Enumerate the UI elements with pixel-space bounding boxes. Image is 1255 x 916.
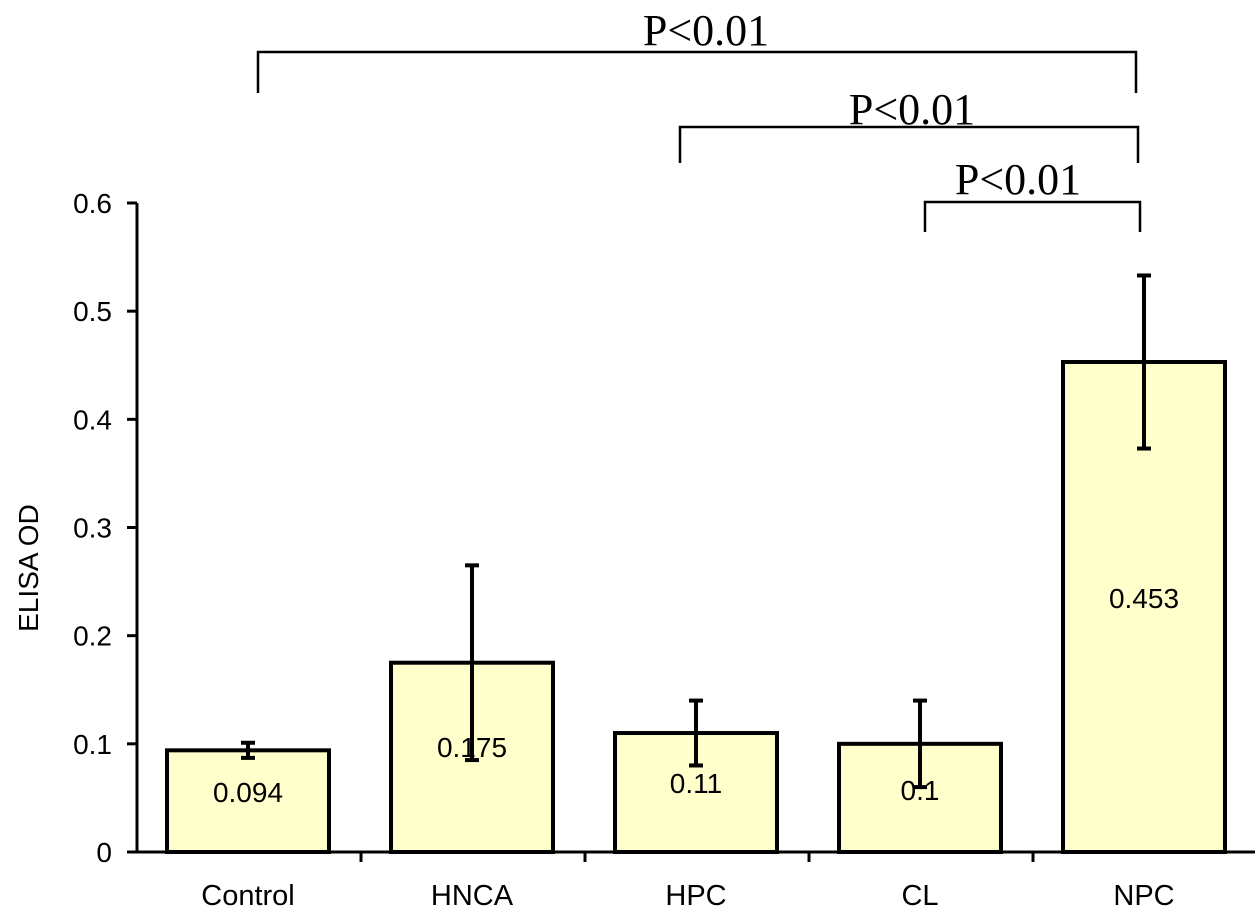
error-bar-hnca [465, 563, 479, 763]
y-tick-label-4: 0.4 [73, 404, 112, 435]
error-bar-hpc [689, 698, 703, 768]
error-bar-control [241, 740, 255, 760]
data-label-hnca: 0.175 [437, 732, 507, 763]
significance-label-0: P<0.01 [643, 6, 769, 55]
significance-label-2: P<0.01 [955, 155, 1081, 204]
y-tick-label-0: 0 [96, 837, 112, 868]
significance-bracket-cl-npc: P<0.01 [923, 155, 1142, 232]
data-labels: 0.094 0.175 0.11 0.1 0.453 [213, 583, 1179, 808]
y-tick-label-3: 0.3 [73, 513, 112, 544]
y-tick-label-1: 0.1 [73, 729, 112, 760]
y-ticks: 0 0.1 0.2 0.3 0.4 0.5 0.6 [73, 188, 137, 868]
x-tick-label-hnca: HNCA [431, 880, 514, 912]
bar-cl [837, 741, 1003, 854]
data-label-npc: 0.453 [1109, 583, 1179, 614]
data-label-hpc: 0.11 [670, 768, 722, 799]
error-bar-npc [1137, 273, 1151, 451]
error-bars [241, 273, 1151, 790]
bar-control [165, 748, 331, 854]
significance-bracket-control-npc: P<0.01 [256, 6, 1138, 93]
data-label-cl: 0.1 [901, 775, 940, 806]
x-tick-label-control: Control [201, 880, 295, 912]
significance-label-1: P<0.01 [849, 85, 975, 134]
significance-brackets: P<0.01 P<0.01 P<0.01 [256, 6, 1142, 232]
data-label-control: 0.094 [213, 777, 283, 808]
y-axis-title: ELISA OD [13, 504, 44, 632]
y-tick-label-2: 0.2 [73, 621, 112, 652]
significance-bracket-hpc-npc: P<0.01 [678, 85, 1140, 163]
x-tick-label-hpc: HPC [665, 880, 726, 912]
x-tick-label-cl: CL [901, 880, 938, 912]
y-tick-label-5: 0.5 [73, 296, 112, 327]
error-bar-cl [913, 698, 927, 790]
y-tick-label-6: 0.6 [73, 188, 112, 219]
x-ticks: Control HNCA HPC CL NPC [201, 852, 1175, 912]
x-tick-label-npc: NPC [1113, 880, 1174, 912]
